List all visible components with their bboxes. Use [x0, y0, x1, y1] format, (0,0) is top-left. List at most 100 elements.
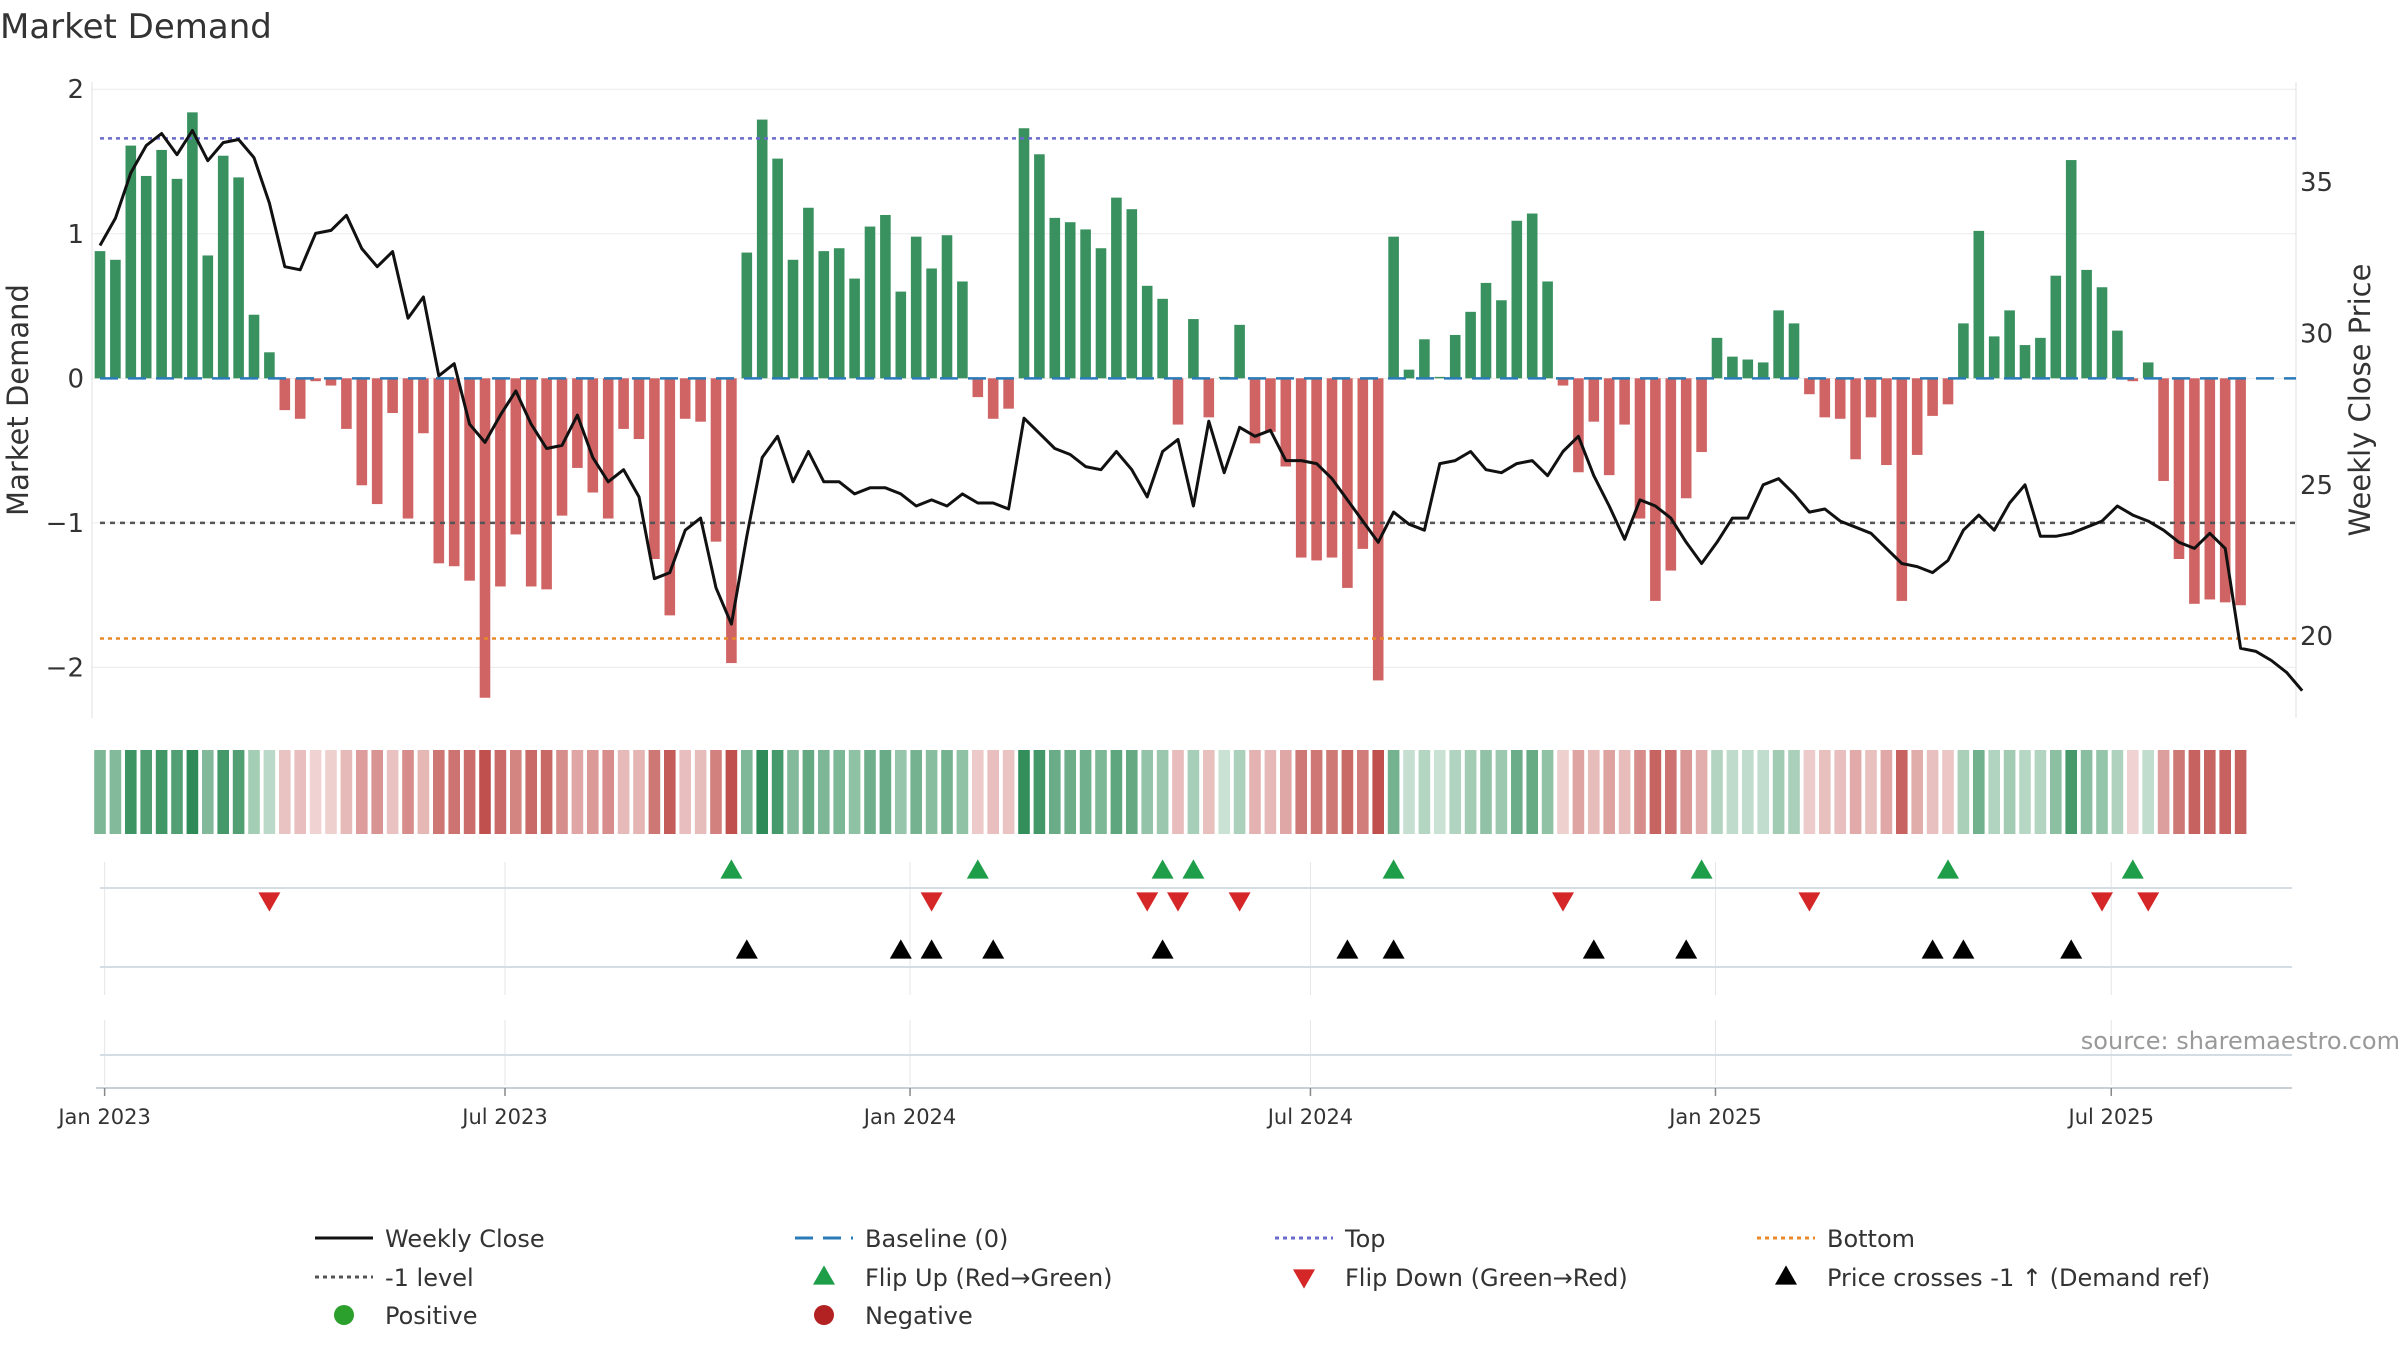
demand-bar: [233, 177, 244, 379]
heat-cell: [1156, 750, 1169, 834]
demand-bar: [402, 378, 414, 519]
legend-swatch-dot: [334, 1305, 354, 1325]
heat-cell: [1942, 750, 1954, 834]
demand-bar: [310, 378, 321, 382]
heat-cell: [1880, 750, 1893, 834]
demand-bar: [1942, 378, 1954, 405]
heat-cell: [1064, 750, 1076, 834]
heat-cell: [1233, 750, 1246, 834]
demand-bar: [2127, 378, 2139, 382]
heat-cell: [109, 750, 122, 834]
x-tick-label: Jan 2023: [56, 1105, 151, 1129]
demand-bar: [279, 378, 291, 411]
demand-bar: [464, 378, 475, 581]
heat-cell: [2096, 750, 2108, 834]
demand-bar: [418, 378, 429, 434]
heat-cell: [1711, 750, 1723, 834]
heat-cell: [525, 750, 537, 834]
heat-strip: [94, 750, 2247, 834]
demand-bar: [510, 378, 522, 535]
heat-cell: [294, 750, 306, 834]
flip-up-marker: [1382, 859, 1405, 879]
flip-up-marker: [1151, 859, 1174, 879]
demand-bar: [1988, 336, 2000, 379]
heat-cell: [756, 750, 768, 834]
demand-bar: [1511, 220, 1523, 379]
heat-cell: [725, 750, 738, 834]
price-cross-marker: [1151, 939, 1174, 959]
heat-cell: [1310, 750, 1323, 834]
demand-bar: [294, 378, 306, 419]
flip-down-marker: [2091, 892, 2113, 912]
demand-bar: [2004, 310, 2015, 379]
heat-cell: [94, 750, 106, 834]
demand-bar: [833, 248, 845, 379]
heat-cell: [556, 750, 568, 834]
demand-bar: [2189, 378, 2200, 604]
demand-bar: [787, 259, 799, 379]
demand-bar: [1896, 378, 1908, 601]
heat-cell: [1819, 750, 1831, 834]
heat-cell: [1449, 750, 1461, 834]
demand-bar: [880, 214, 891, 379]
demand-bar: [1465, 311, 1476, 379]
flip-up-marker: [2121, 859, 2144, 879]
legend-swatch-triangle-up: [813, 1265, 835, 1285]
price-cross-marker: [2060, 939, 2083, 959]
heat-cell: [1418, 750, 1431, 834]
demand-bar: [803, 207, 814, 379]
x-tick-label: Jan 2025: [1667, 1105, 1762, 1129]
demand-bar: [1711, 337, 1723, 379]
demand-bar: [741, 252, 753, 379]
demand-bar: [1095, 248, 1107, 379]
demand-bar: [2173, 378, 2185, 559]
demand-bar: [2035, 337, 2046, 379]
price-cross-marker: [1336, 939, 1359, 959]
heat-cell: [1434, 750, 1446, 834]
demand-bar: [140, 175, 152, 379]
demand-bar: [448, 378, 460, 567]
demand-bar: [2096, 287, 2108, 379]
heat-cell: [202, 750, 214, 834]
heat-cell: [1695, 750, 1708, 834]
heat-cell: [571, 750, 584, 834]
heat-cell: [2204, 750, 2216, 834]
heat-cell: [1203, 750, 1215, 834]
demand-bar: [1865, 378, 1877, 418]
demand-bar: [633, 378, 645, 440]
demand-bar: [125, 145, 137, 379]
heat-cell: [710, 750, 722, 834]
heat-cell: [279, 750, 291, 834]
heat-cell: [1665, 750, 1677, 834]
heat-cell: [479, 750, 491, 834]
legend-label: -1 level: [385, 1264, 474, 1292]
demand-bar: [556, 378, 568, 516]
demand-bar: [726, 378, 737, 664]
heat-cell: [386, 750, 399, 834]
weekly-close-line: [98, 129, 2304, 692]
heat-cell: [987, 750, 999, 834]
heat-cell: [433, 750, 445, 834]
demand-bar: [926, 268, 937, 379]
heat-cell: [1172, 750, 1184, 834]
legend-label: Top: [1344, 1225, 1386, 1253]
legend-label: Bottom: [1827, 1225, 1915, 1253]
demand-bar: [1573, 378, 1584, 473]
demand-bar: [2158, 378, 2169, 481]
heat-cell: [186, 750, 199, 834]
demand-bar: [1172, 378, 1184, 425]
flip-down-marker: [920, 892, 943, 912]
heat-cell: [1896, 750, 1908, 834]
heat-cell: [1403, 750, 1415, 834]
demand-bar: [957, 281, 968, 379]
heat-cell: [864, 750, 876, 834]
price-cross-marker: [1582, 939, 1605, 959]
demand-bar: [1603, 378, 1615, 476]
demand-bar: [1665, 378, 1677, 571]
x-tick-label: Jan 2024: [862, 1105, 957, 1129]
right-tick-label: 30: [2300, 319, 2333, 349]
demand-bar: [217, 155, 229, 379]
demand-bar: [371, 378, 383, 505]
demand-bar: [1034, 154, 1045, 379]
demand-bar: [387, 378, 398, 414]
